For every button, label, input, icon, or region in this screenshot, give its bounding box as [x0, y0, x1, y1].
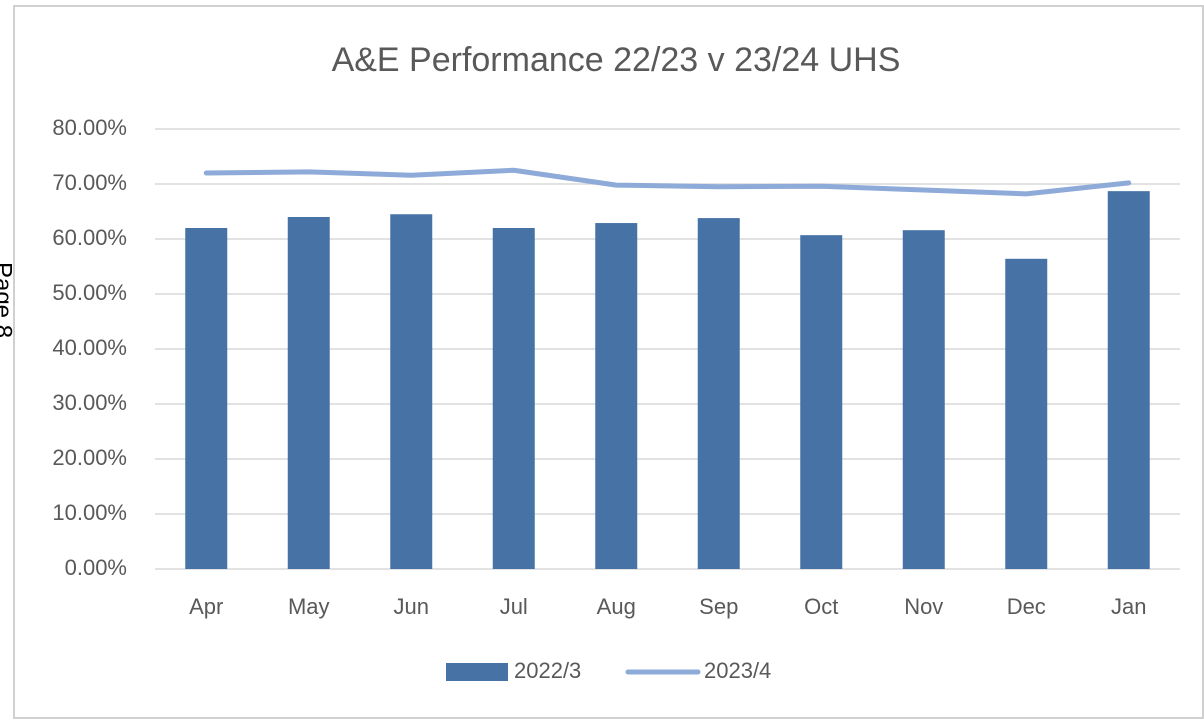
bar: [492, 228, 535, 569]
x-tick-label: Jan: [1111, 594, 1146, 619]
bar: [1005, 258, 1048, 569]
bar: [902, 230, 945, 569]
x-tick-label: Sep: [699, 594, 738, 619]
y-tick-label: 60.00%: [52, 225, 127, 250]
x-tick-label: Jul: [500, 594, 528, 619]
x-tick-label: Apr: [189, 594, 223, 619]
legend-label: 2022/3: [514, 658, 581, 683]
x-tick-label: Jun: [394, 594, 429, 619]
page-label: Page 8: [0, 262, 17, 338]
line: [203, 167, 1132, 197]
legend-label: 2023/4: [704, 658, 771, 683]
bar: [390, 214, 433, 569]
chart-title: A&E Performance 22/23 v 23/24 UHS: [332, 41, 901, 79]
y-tick-label: 50.00%: [52, 280, 127, 305]
y-tick-label: 30.00%: [52, 390, 127, 415]
legend-swatch: [446, 663, 508, 681]
bar: [185, 228, 228, 569]
y-tick-label: 40.00%: [52, 335, 127, 360]
y-tick-label: 0.00%: [65, 555, 127, 580]
x-tick-label: Dec: [1007, 594, 1046, 619]
bar: [1107, 191, 1150, 569]
x-tick-label: Nov: [904, 594, 943, 619]
bar: [800, 235, 843, 569]
y-tick-label: 80.00%: [52, 115, 127, 140]
x-tick-label: Oct: [804, 594, 838, 619]
bar: [697, 218, 740, 569]
y-tick-label: 10.00%: [52, 500, 127, 525]
y-tick-label: 70.00%: [52, 170, 127, 195]
x-tick-label: Aug: [597, 594, 636, 619]
x-tick-label: May: [288, 594, 330, 619]
bar: [287, 217, 330, 569]
bar: [595, 223, 638, 570]
y-tick-label: 20.00%: [52, 445, 127, 470]
